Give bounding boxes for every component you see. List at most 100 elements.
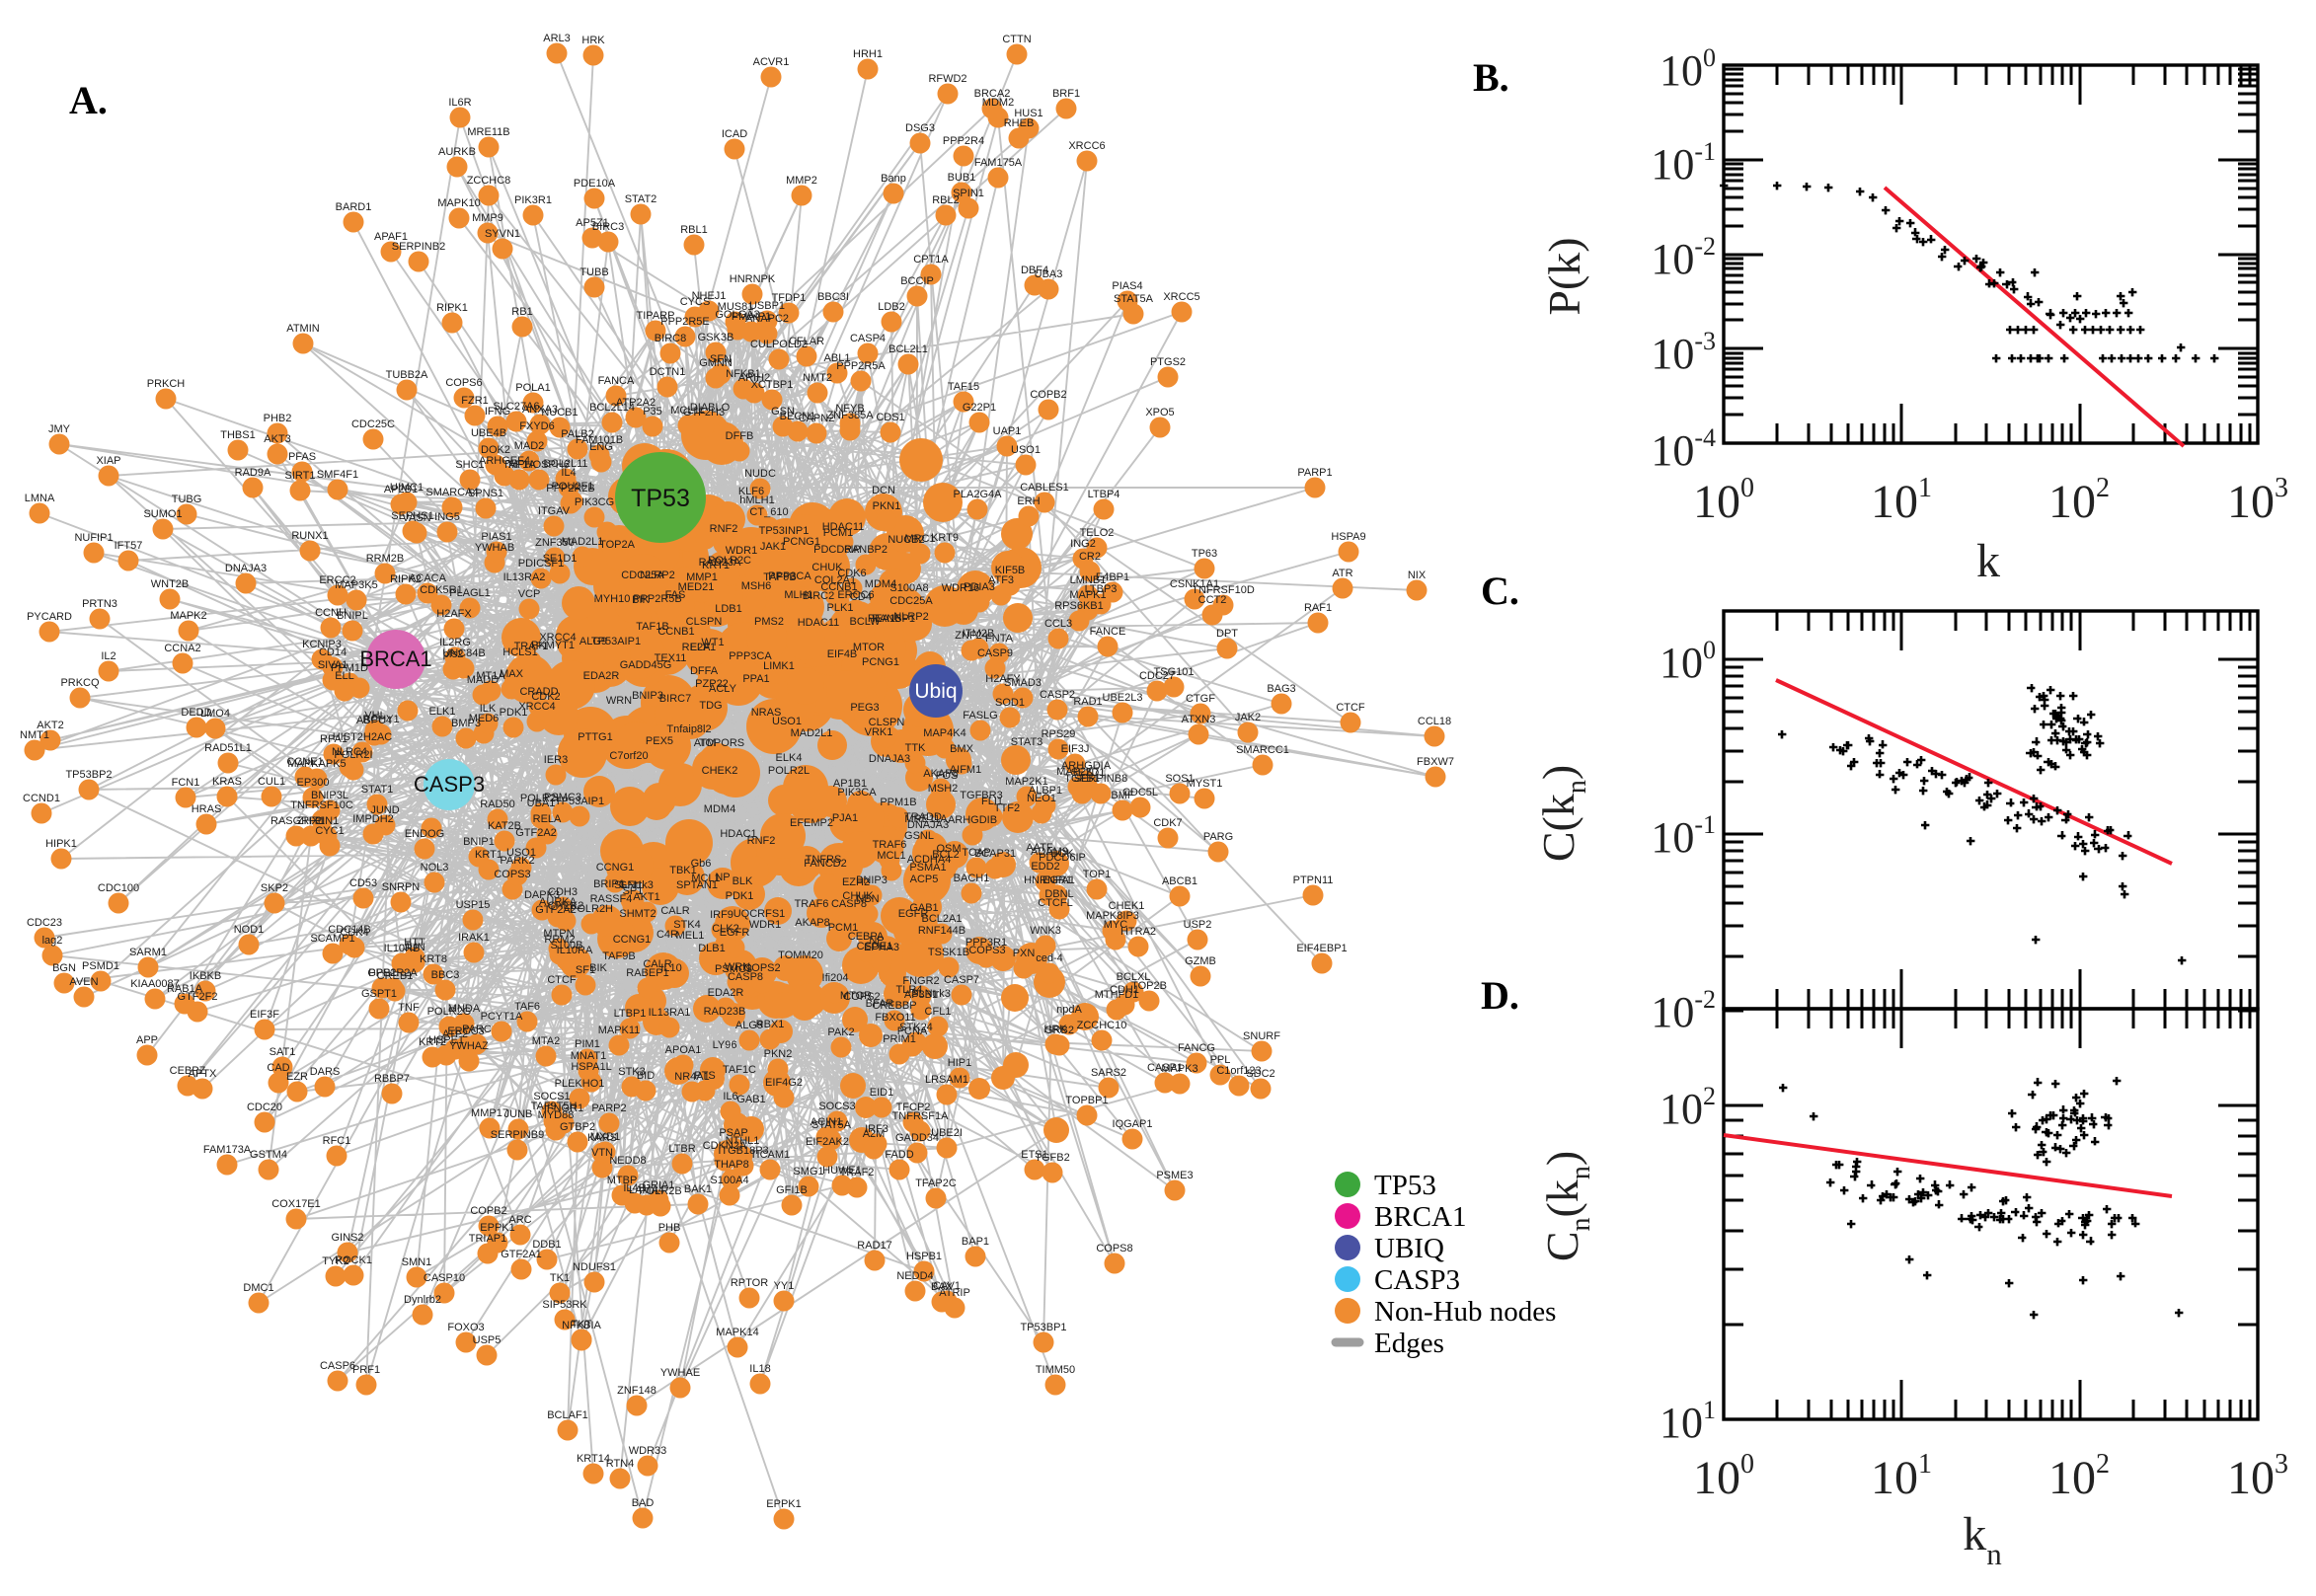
svg-text:PDIA3: PDIA3 bbox=[964, 581, 995, 593]
svg-text:P35: P35 bbox=[643, 406, 662, 418]
svg-text:HTRA2: HTRA2 bbox=[1120, 926, 1156, 938]
svg-text:PCNG1: PCNG1 bbox=[783, 536, 820, 548]
svg-text:MTOR: MTOR bbox=[840, 990, 872, 1002]
svg-text:CDK2: CDK2 bbox=[531, 691, 560, 703]
svg-text:AKAP8: AKAP8 bbox=[795, 917, 829, 929]
svg-text:CASP9: CASP9 bbox=[977, 647, 1013, 659]
svg-text:10-4: 10-4 bbox=[1651, 423, 1716, 475]
svg-text:PARC: PARC bbox=[462, 1024, 492, 1035]
svg-text:VCP: VCP bbox=[518, 588, 541, 600]
svg-text:KIAA0087: KIAA0087 bbox=[130, 978, 180, 990]
svg-text:PPP3CA: PPP3CA bbox=[768, 570, 811, 582]
svg-text:EID1: EID1 bbox=[870, 1087, 893, 1099]
svg-text:HNRNPA1: HNRNPA1 bbox=[1024, 874, 1075, 886]
svg-text:CCNB1: CCNB1 bbox=[820, 581, 857, 593]
svg-text:PIK3CG: PIK3CG bbox=[575, 496, 614, 508]
svg-text:FOXO3: FOXO3 bbox=[447, 1322, 484, 1333]
svg-text:GFI1B: GFI1B bbox=[776, 1184, 808, 1196]
svg-text:XRCC5: XRCC5 bbox=[1163, 291, 1199, 303]
svg-text:HCLS1: HCLS1 bbox=[502, 646, 537, 658]
svg-text:RAF1: RAF1 bbox=[1304, 602, 1332, 614]
svg-text:EDA2R: EDA2R bbox=[583, 670, 620, 682]
svg-text:PRKCH: PRKCH bbox=[147, 378, 186, 390]
svg-text:RAB1A: RAB1A bbox=[167, 983, 203, 995]
svg-text:EIF4B: EIF4B bbox=[827, 648, 858, 660]
svg-text:G22P1: G22P1 bbox=[963, 402, 996, 414]
svg-text:RABEP1: RABEP1 bbox=[626, 967, 668, 979]
svg-text:PCM1: PCM1 bbox=[828, 922, 859, 934]
svg-text:IL10: IL10 bbox=[660, 962, 681, 974]
svg-text:Ubiq: Ubiq bbox=[914, 680, 957, 703]
svg-text:RNF144B: RNF144B bbox=[918, 925, 965, 937]
svg-text:SERPINB8: SERPINB8 bbox=[1074, 773, 1127, 785]
svg-text:ROCK1: ROCK1 bbox=[335, 1254, 372, 1266]
svg-text:POLR2L: POLR2L bbox=[520, 793, 562, 804]
svg-text:SMARCC1: SMARCC1 bbox=[1236, 744, 1289, 756]
svg-text:TUBB: TUBB bbox=[579, 266, 608, 278]
svg-text:SUMO1: SUMO1 bbox=[143, 508, 182, 520]
svg-text:DLB1: DLB1 bbox=[698, 943, 726, 954]
svg-text:MDM4: MDM4 bbox=[865, 578, 896, 590]
svg-text:WDR33: WDR33 bbox=[629, 1445, 667, 1457]
svg-text:PFAS: PFAS bbox=[288, 451, 316, 463]
svg-text:NIX: NIX bbox=[1408, 570, 1427, 581]
svg-text:BMP3: BMP3 bbox=[451, 718, 481, 729]
svg-text:NOL3: NOL3 bbox=[421, 862, 449, 874]
svg-text:MYD88: MYD88 bbox=[538, 1109, 575, 1121]
svg-text:DNAJA3: DNAJA3 bbox=[869, 753, 910, 765]
svg-text:GADD45G: GADD45G bbox=[620, 659, 672, 671]
svg-text:HIPK1: HIPK1 bbox=[45, 838, 77, 850]
svg-text:PEG3: PEG3 bbox=[850, 702, 879, 714]
svg-text:PLK1: PLK1 bbox=[827, 602, 854, 614]
svg-text:GFI1: GFI1 bbox=[619, 879, 643, 891]
svg-text:MAPK11: MAPK11 bbox=[598, 1025, 641, 1036]
svg-text:UQCRFS1: UQCRFS1 bbox=[733, 908, 786, 920]
svg-text:SMF4F1: SMF4F1 bbox=[317, 469, 358, 481]
svg-text:PPP2R5A: PPP2R5A bbox=[836, 360, 886, 372]
svg-text:RBBP7: RBBP7 bbox=[374, 1073, 410, 1085]
svg-text:DPT: DPT bbox=[1216, 628, 1238, 640]
svg-text:E2F1: E2F1 bbox=[690, 642, 716, 653]
svg-text:TRAF1: TRAF1 bbox=[514, 641, 549, 652]
svg-text:AVEN: AVEN bbox=[69, 976, 98, 988]
svg-text:SOS1: SOS1 bbox=[1165, 773, 1194, 785]
svg-text:SF1: SF1 bbox=[576, 964, 595, 976]
svg-text:UBA1: UBA1 bbox=[527, 798, 556, 809]
svg-text:HIST2H2AC: HIST2H2AC bbox=[333, 731, 393, 743]
svg-text:RRM2B: RRM2B bbox=[366, 553, 405, 565]
svg-text:DSG3: DSG3 bbox=[905, 122, 935, 134]
svg-text:MYST1: MYST1 bbox=[1187, 778, 1223, 790]
svg-text:SAT1: SAT1 bbox=[270, 1046, 296, 1058]
svg-text:IL10RB: IL10RB bbox=[384, 943, 421, 954]
svg-text:SPTAN1: SPTAN1 bbox=[676, 879, 718, 891]
svg-text:BAX: BAX bbox=[931, 1281, 954, 1293]
svg-text:EPHA3: EPHA3 bbox=[864, 942, 899, 953]
svg-text:SE1D1: SE1D1 bbox=[543, 553, 578, 565]
svg-text:GTF2H3: GTF2H3 bbox=[683, 407, 725, 418]
svg-text:VHL: VHL bbox=[364, 710, 385, 722]
svg-text:HDAC1: HDAC1 bbox=[720, 828, 756, 840]
svg-text:GTF2A1: GTF2A1 bbox=[501, 1249, 542, 1260]
svg-text:FANCE: FANCE bbox=[1090, 626, 1126, 638]
svg-text:MAP3K5: MAP3K5 bbox=[335, 579, 377, 591]
svg-text:MPHOSPH6: MPHOSPH6 bbox=[508, 459, 570, 471]
svg-text:TELO2: TELO2 bbox=[1080, 527, 1115, 539]
svg-text:SMAD3: SMAD3 bbox=[1004, 677, 1042, 689]
svg-text:EGFR: EGFR bbox=[898, 908, 929, 920]
svg-text:ENG: ENG bbox=[589, 441, 613, 453]
svg-text:TEX11: TEX11 bbox=[655, 652, 687, 664]
svg-text:TNFRS: TNFRS bbox=[806, 854, 842, 866]
svg-text:POLR2C: POLR2C bbox=[708, 555, 751, 567]
svg-text:10-3: 10-3 bbox=[1651, 327, 1716, 378]
svg-text:POLR2L: POLR2L bbox=[768, 765, 810, 777]
svg-text:XPO5: XPO5 bbox=[1145, 407, 1174, 418]
svg-text:DOK2: DOK2 bbox=[481, 444, 510, 456]
svg-text:S100A4: S100A4 bbox=[710, 1175, 748, 1186]
svg-text:NEDD8: NEDD8 bbox=[609, 1155, 646, 1167]
svg-text:ARHGDIA: ARHGDIA bbox=[1061, 760, 1112, 772]
svg-text:TFDP1: TFDP1 bbox=[772, 292, 807, 304]
svg-text:ZHX1: ZHX1 bbox=[297, 815, 325, 827]
svg-text:RELA: RELA bbox=[682, 642, 711, 653]
svg-text:EGR1: EGR1 bbox=[1042, 874, 1072, 886]
svg-text:COL2A1: COL2A1 bbox=[814, 574, 856, 586]
